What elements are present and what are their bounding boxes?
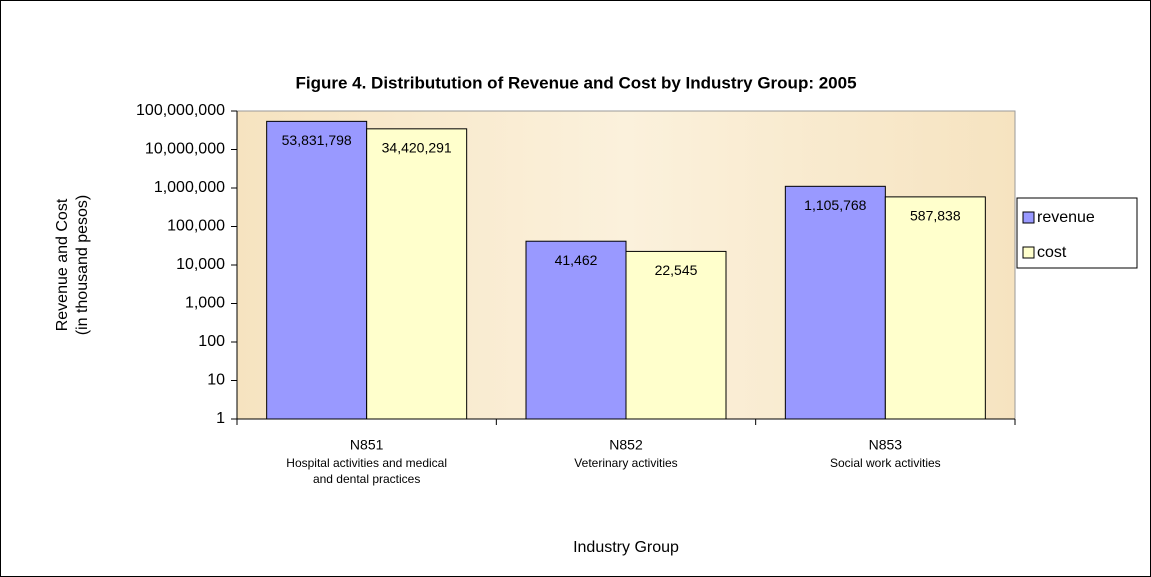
data-label: 41,462	[555, 252, 598, 268]
legend-swatch	[1022, 246, 1035, 259]
y-tick-label: 100	[198, 333, 225, 350]
y-tick-label: 100,000,000	[136, 102, 225, 119]
y-tick-label: 1,000,000	[154, 179, 225, 196]
bar	[266, 120, 368, 420]
y-tick-label: 1	[216, 410, 225, 427]
y-tick-label: 10,000	[176, 256, 225, 273]
data-label: 53,831,798	[282, 132, 352, 148]
data-label: 587,838	[910, 208, 961, 224]
y-tick-label: 10	[207, 372, 225, 389]
chart-title: Figure 4. Distributution of Revenue and …	[295, 73, 856, 92]
y-axis-label: (in thousand pesos)	[74, 195, 91, 336]
bar	[625, 250, 727, 420]
x-tick-label: N852	[609, 437, 643, 453]
bar	[784, 185, 886, 420]
y-tick-label: 100,000	[167, 218, 225, 235]
data-label: 34,420,291	[382, 140, 452, 156]
legend-swatch	[1022, 211, 1035, 224]
category-description: Veterinary activities	[574, 456, 678, 470]
legend-label: revenue	[1037, 209, 1095, 226]
y-tick-label: 1,000	[185, 295, 225, 312]
y-tick-label: 10,000,000	[145, 141, 225, 158]
category-description: Social work activities	[829, 456, 941, 470]
data-label: 1,105,768	[804, 197, 866, 213]
category-description: Hospital activities and medical and dent…	[286, 456, 448, 486]
x-axis-label: Industry Group	[573, 539, 679, 556]
bar	[525, 240, 627, 420]
bar	[884, 196, 986, 420]
bar	[366, 128, 468, 420]
y-axis-label: Revenue and Cost	[54, 198, 71, 331]
legend-label: cost	[1037, 244, 1067, 261]
data-label: 22,545	[655, 262, 698, 278]
x-tick-label: N853	[869, 437, 903, 453]
x-tick-label: N851	[350, 437, 384, 453]
legend	[1016, 197, 1138, 269]
